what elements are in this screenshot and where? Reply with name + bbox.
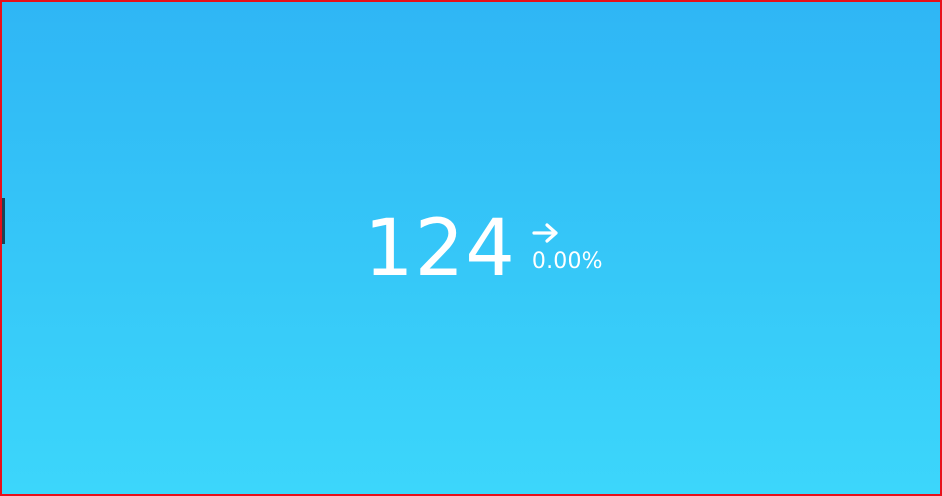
trend-indicator: 0.00% [532, 222, 603, 274]
arrow-right-icon [532, 223, 558, 243]
window-edge-handle [2, 198, 5, 244]
metric-value: 124 [364, 204, 516, 294]
change-percent: 0.00% [531, 249, 603, 274]
metric-display: 124 0.00% [364, 210, 603, 288]
